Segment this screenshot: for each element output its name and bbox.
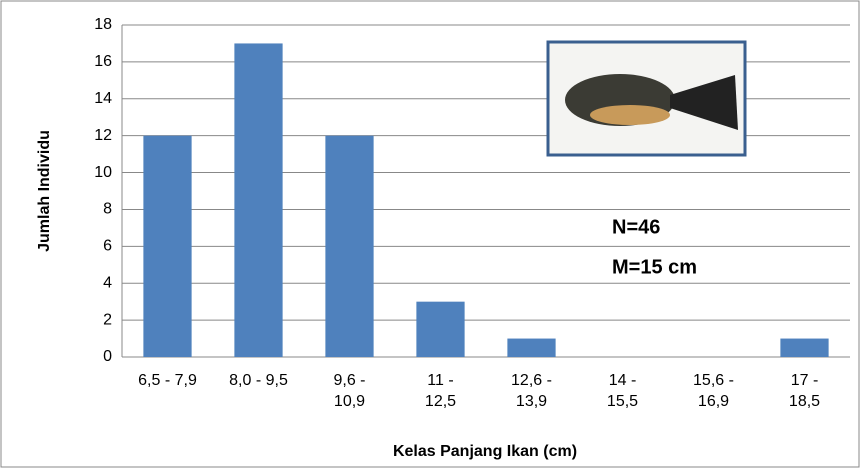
x-axis-title: Kelas Panjang Ikan (cm) [393, 443, 577, 460]
x-tick-label: 9,6 - 10,9 [333, 372, 366, 410]
fish-tail [670, 75, 738, 130]
y-tick-label: 8 [103, 201, 112, 218]
y-tick-label: 16 [94, 53, 112, 70]
x-tick-label: 12,6 - 13,9 [511, 372, 552, 410]
x-tick-label: 11 - 12,5 [424, 372, 457, 410]
y-tick-label: 2 [103, 311, 112, 328]
x-tick-label: 6,5 - 7,9 [138, 372, 197, 389]
annotation: M=15 cm [612, 256, 697, 278]
y-tick-label: 14 [94, 90, 112, 107]
bar [780, 338, 829, 357]
y-tick-label: 10 [94, 164, 112, 181]
x-tick-label: 15,6 - 16,9 [693, 372, 734, 410]
y-tick-label: 12 [94, 127, 112, 144]
x-tick-label: 17 - 18,5 [788, 372, 821, 410]
x-tick-label: 14 - 15,5 [606, 372, 639, 410]
y-axis-title: Jumlah Individu [36, 130, 53, 252]
y-tick-label: 18 [94, 16, 112, 33]
bar [325, 135, 374, 357]
fish-belly [590, 105, 670, 125]
y-tick-label: 4 [103, 274, 112, 291]
photo [546, 40, 747, 157]
y-tick-label: 6 [103, 238, 112, 255]
x-tick-label: 8,0 - 9,5 [229, 372, 288, 389]
bar [507, 338, 556, 357]
y-tick-label: 0 [103, 348, 112, 365]
annotation: N=46 [612, 216, 660, 238]
bar [143, 135, 192, 357]
bar [234, 43, 283, 357]
bar [416, 301, 465, 357]
